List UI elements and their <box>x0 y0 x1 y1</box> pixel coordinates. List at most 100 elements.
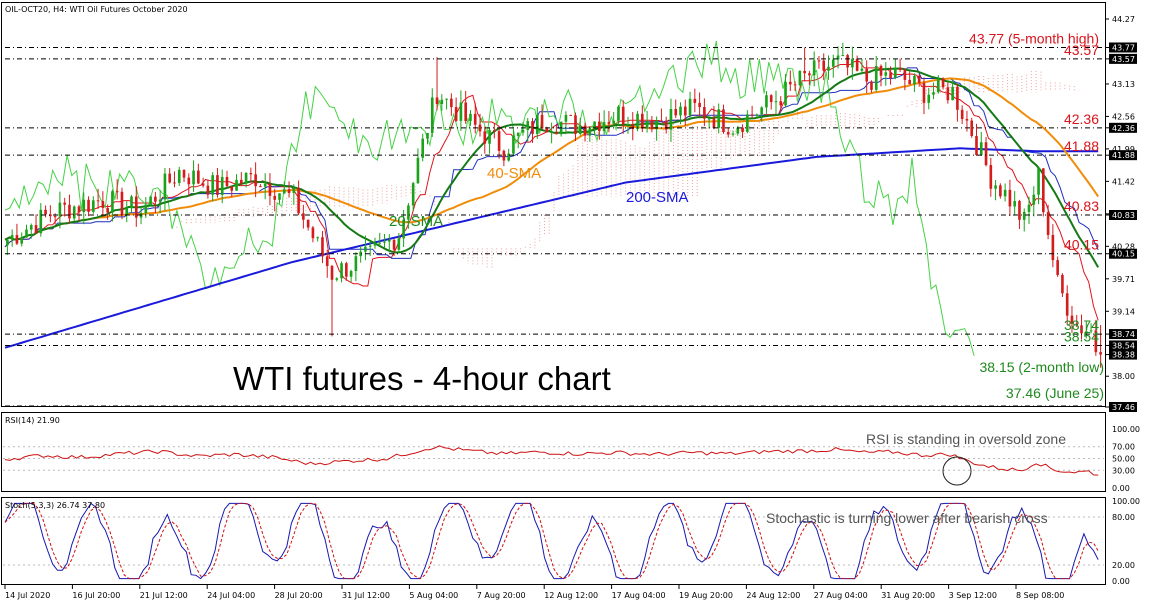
candle-body <box>244 173 248 184</box>
annotation-label: 37.46 (June 25) <box>1006 385 1104 401</box>
candle-body <box>368 245 372 247</box>
candle-body <box>130 196 133 209</box>
candle-body <box>177 169 181 183</box>
candle-body <box>683 106 687 116</box>
y-tick-highlight <box>1109 402 1137 412</box>
candle-body <box>168 173 172 183</box>
candle-body <box>311 227 315 239</box>
candle-body <box>211 175 214 195</box>
candle-body <box>1065 293 1069 316</box>
level-label: 38.54 <box>1064 328 1099 344</box>
candle-body <box>965 118 969 121</box>
stoch-tick-label: 80.00 <box>1112 513 1135 522</box>
candle-body <box>278 193 281 200</box>
candle-body <box>793 84 797 86</box>
candle-body <box>879 65 883 76</box>
candle-body <box>917 75 921 83</box>
candle-body <box>1037 168 1040 195</box>
candle-body <box>970 120 974 136</box>
candle-body <box>154 196 157 202</box>
y-tick-highlight <box>1109 209 1137 220</box>
candle-body <box>1018 201 1021 220</box>
candle-body <box>464 102 467 121</box>
y-tick-highlight <box>1109 329 1137 340</box>
y-tick-highlight <box>1109 42 1137 53</box>
candle-body <box>354 256 358 272</box>
candle-body <box>287 189 291 193</box>
candle-body <box>979 142 983 155</box>
candle-body <box>321 237 324 257</box>
candle-body <box>860 68 864 71</box>
candle-body <box>68 204 71 219</box>
candle-body <box>459 102 463 121</box>
candle-body <box>602 122 606 132</box>
candle-body <box>760 107 763 115</box>
candle-body <box>192 170 195 185</box>
candle-body <box>383 241 386 243</box>
level-label: 42.36 <box>1064 111 1099 127</box>
candle-body <box>158 199 162 202</box>
x-tick-label: 8 Sep 08:00 <box>1016 591 1064 600</box>
x-tick-label: 17 Aug 04:00 <box>612 591 666 600</box>
candle-body <box>507 153 510 161</box>
candle-body <box>402 219 405 239</box>
rsi-oversold-marker <box>942 456 972 486</box>
candle-body <box>34 225 38 234</box>
y-tick-highlight <box>1109 122 1137 133</box>
candle-body <box>392 239 396 250</box>
candle-body <box>669 109 673 130</box>
candle-body <box>631 124 635 130</box>
candle-body <box>206 185 210 195</box>
rsi-tick-label: 30.00 <box>1112 466 1135 475</box>
candle-body <box>96 200 100 202</box>
y-tick-label: 39.71 <box>1112 275 1135 284</box>
candle-body <box>1080 325 1083 334</box>
candle-body <box>163 173 167 200</box>
candle-body <box>364 246 367 252</box>
candle-body <box>1042 168 1045 213</box>
rsi-annotation: RSI is standing in oversold zone <box>866 431 1066 447</box>
candle-body <box>922 82 926 103</box>
y-tick-label: 42.36 <box>1112 124 1135 133</box>
candle-body <box>259 186 262 188</box>
stoch-tick-label: 100.00 <box>1112 497 1140 506</box>
y-tick-label: 41.99 <box>1112 145 1135 154</box>
candle-body <box>115 191 119 193</box>
candle-body <box>951 86 954 101</box>
x-tick-label: 24 Aug 12:00 <box>746 591 800 600</box>
candle-body <box>645 120 649 129</box>
candle-body <box>908 79 911 85</box>
candle-body <box>588 128 592 136</box>
y-tick-highlight <box>1109 349 1137 360</box>
candle-body <box>903 69 907 80</box>
candle-body <box>421 138 425 158</box>
candle-body <box>254 174 257 187</box>
x-tick-label: 12 Aug 12:00 <box>544 591 598 600</box>
candle-body <box>808 73 811 76</box>
candle-body <box>187 177 191 185</box>
candle-body <box>349 271 353 277</box>
candle-body <box>827 66 830 71</box>
x-tick-label: 3 Sep 12:00 <box>949 591 997 600</box>
candle-body <box>817 60 821 62</box>
candle-body <box>855 58 859 71</box>
candle-body <box>6 239 9 246</box>
candle-body <box>39 209 43 234</box>
y-tick-label: 38.38 <box>1112 351 1135 360</box>
rsi-header: RSI(14) 21.90 <box>5 416 60 425</box>
rsi-line <box>4 445 1099 476</box>
y-tick-label: 41.42 <box>1112 177 1135 186</box>
candle-body <box>82 199 86 213</box>
candle-body <box>29 225 33 230</box>
candle-body <box>268 183 272 196</box>
candle-body <box>927 94 931 103</box>
candle-body <box>736 127 740 134</box>
candle-body <box>469 113 472 121</box>
candle-body <box>416 157 420 184</box>
candle-body <box>1099 352 1102 355</box>
y-tick-label: 38.54 <box>1112 341 1135 350</box>
candle-body <box>941 78 945 88</box>
candle-body <box>497 131 501 151</box>
candle-body <box>894 67 897 78</box>
